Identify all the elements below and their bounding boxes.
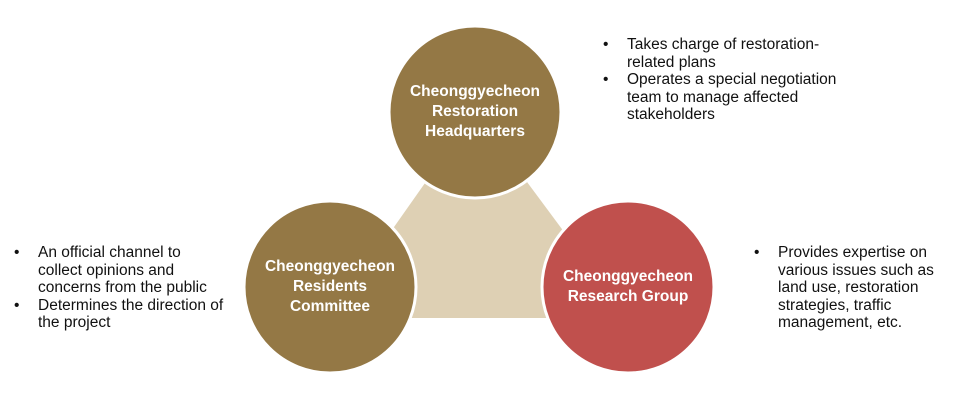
headquarters-label: Cheonggyecheon Restoration Headquarters bbox=[409, 83, 541, 140]
residents-note: Determines the direction of the project bbox=[12, 297, 224, 332]
residents-circle bbox=[242, 199, 418, 375]
residents-label: Cheonggyecheon Residents Committee bbox=[264, 258, 396, 315]
residents-note: An official channel to collect opinions … bbox=[12, 244, 224, 297]
headquarters-note: Operates a special negotiation team to m… bbox=[601, 71, 841, 124]
research-label: Cheonggyecheon Research Group bbox=[562, 268, 694, 305]
research-note: Provides expertise on various issues suc… bbox=[752, 244, 947, 332]
headquarters-note: Takes charge of restoration-related plan… bbox=[601, 36, 841, 71]
residents-notes: An official channel to collect opinions … bbox=[12, 244, 224, 332]
headquarters-notes: Takes charge of restoration-related plan… bbox=[601, 36, 841, 124]
research-notes: Provides expertise on various issues suc… bbox=[752, 244, 947, 332]
headquarters-circle bbox=[387, 24, 563, 200]
research-circle bbox=[540, 199, 716, 375]
